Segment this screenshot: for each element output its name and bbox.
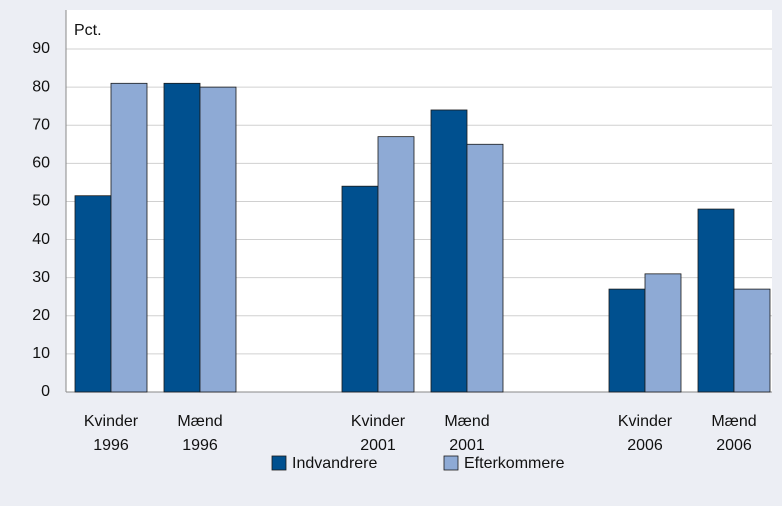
bar — [644, 273, 682, 393]
y-tick-label: 80 — [32, 78, 50, 95]
x-tick-label: Kvinder 2001 — [350, 413, 406, 454]
bar — [110, 82, 148, 393]
legend-label: Efterkommere — [464, 455, 565, 472]
x-tick-label: Kvinder 2006 — [617, 413, 673, 454]
y-tick-label: 90 — [32, 40, 50, 57]
bar — [163, 82, 201, 393]
bar — [608, 288, 646, 393]
y-axis-label: Pct. — [74, 22, 102, 39]
x-tick-label: Mænd 1996 — [177, 413, 223, 454]
bar — [430, 109, 468, 393]
legend-label: Indvandrere — [292, 455, 377, 472]
y-tick-label: 20 — [32, 307, 50, 324]
bar — [341, 185, 379, 393]
legend-swatch — [271, 455, 287, 471]
y-tick-label: 0 — [41, 383, 50, 400]
y-tick-label: 50 — [32, 193, 50, 210]
x-tick-label: Mænd 2001 — [444, 413, 490, 454]
bar — [697, 208, 735, 393]
bar — [466, 143, 504, 393]
y-tick-label: 30 — [32, 269, 50, 286]
bar — [74, 195, 112, 393]
legend-swatch — [443, 455, 459, 471]
y-tick-label: 60 — [32, 155, 50, 172]
bar — [377, 136, 415, 393]
y-tick-label: 40 — [32, 231, 50, 248]
x-tick-label: Mænd 2006 — [711, 413, 757, 454]
y-tick-label: 10 — [32, 345, 50, 362]
y-tick-label: 70 — [32, 116, 50, 133]
bar — [733, 288, 771, 393]
bar — [199, 86, 237, 393]
x-tick-label: Kvinder 1996 — [83, 413, 139, 454]
